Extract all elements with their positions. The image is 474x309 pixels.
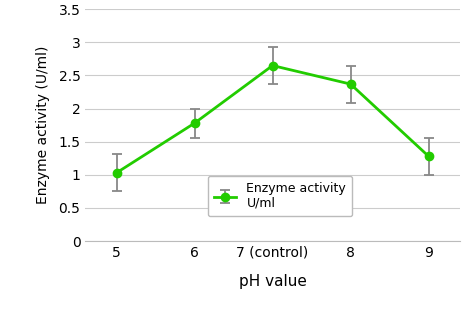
- Legend: Enzyme activity
U/ml: Enzyme activity U/ml: [208, 176, 352, 216]
- X-axis label: pH value: pH value: [238, 274, 307, 289]
- Y-axis label: Enzyme activity (U/ml): Enzyme activity (U/ml): [36, 46, 50, 204]
